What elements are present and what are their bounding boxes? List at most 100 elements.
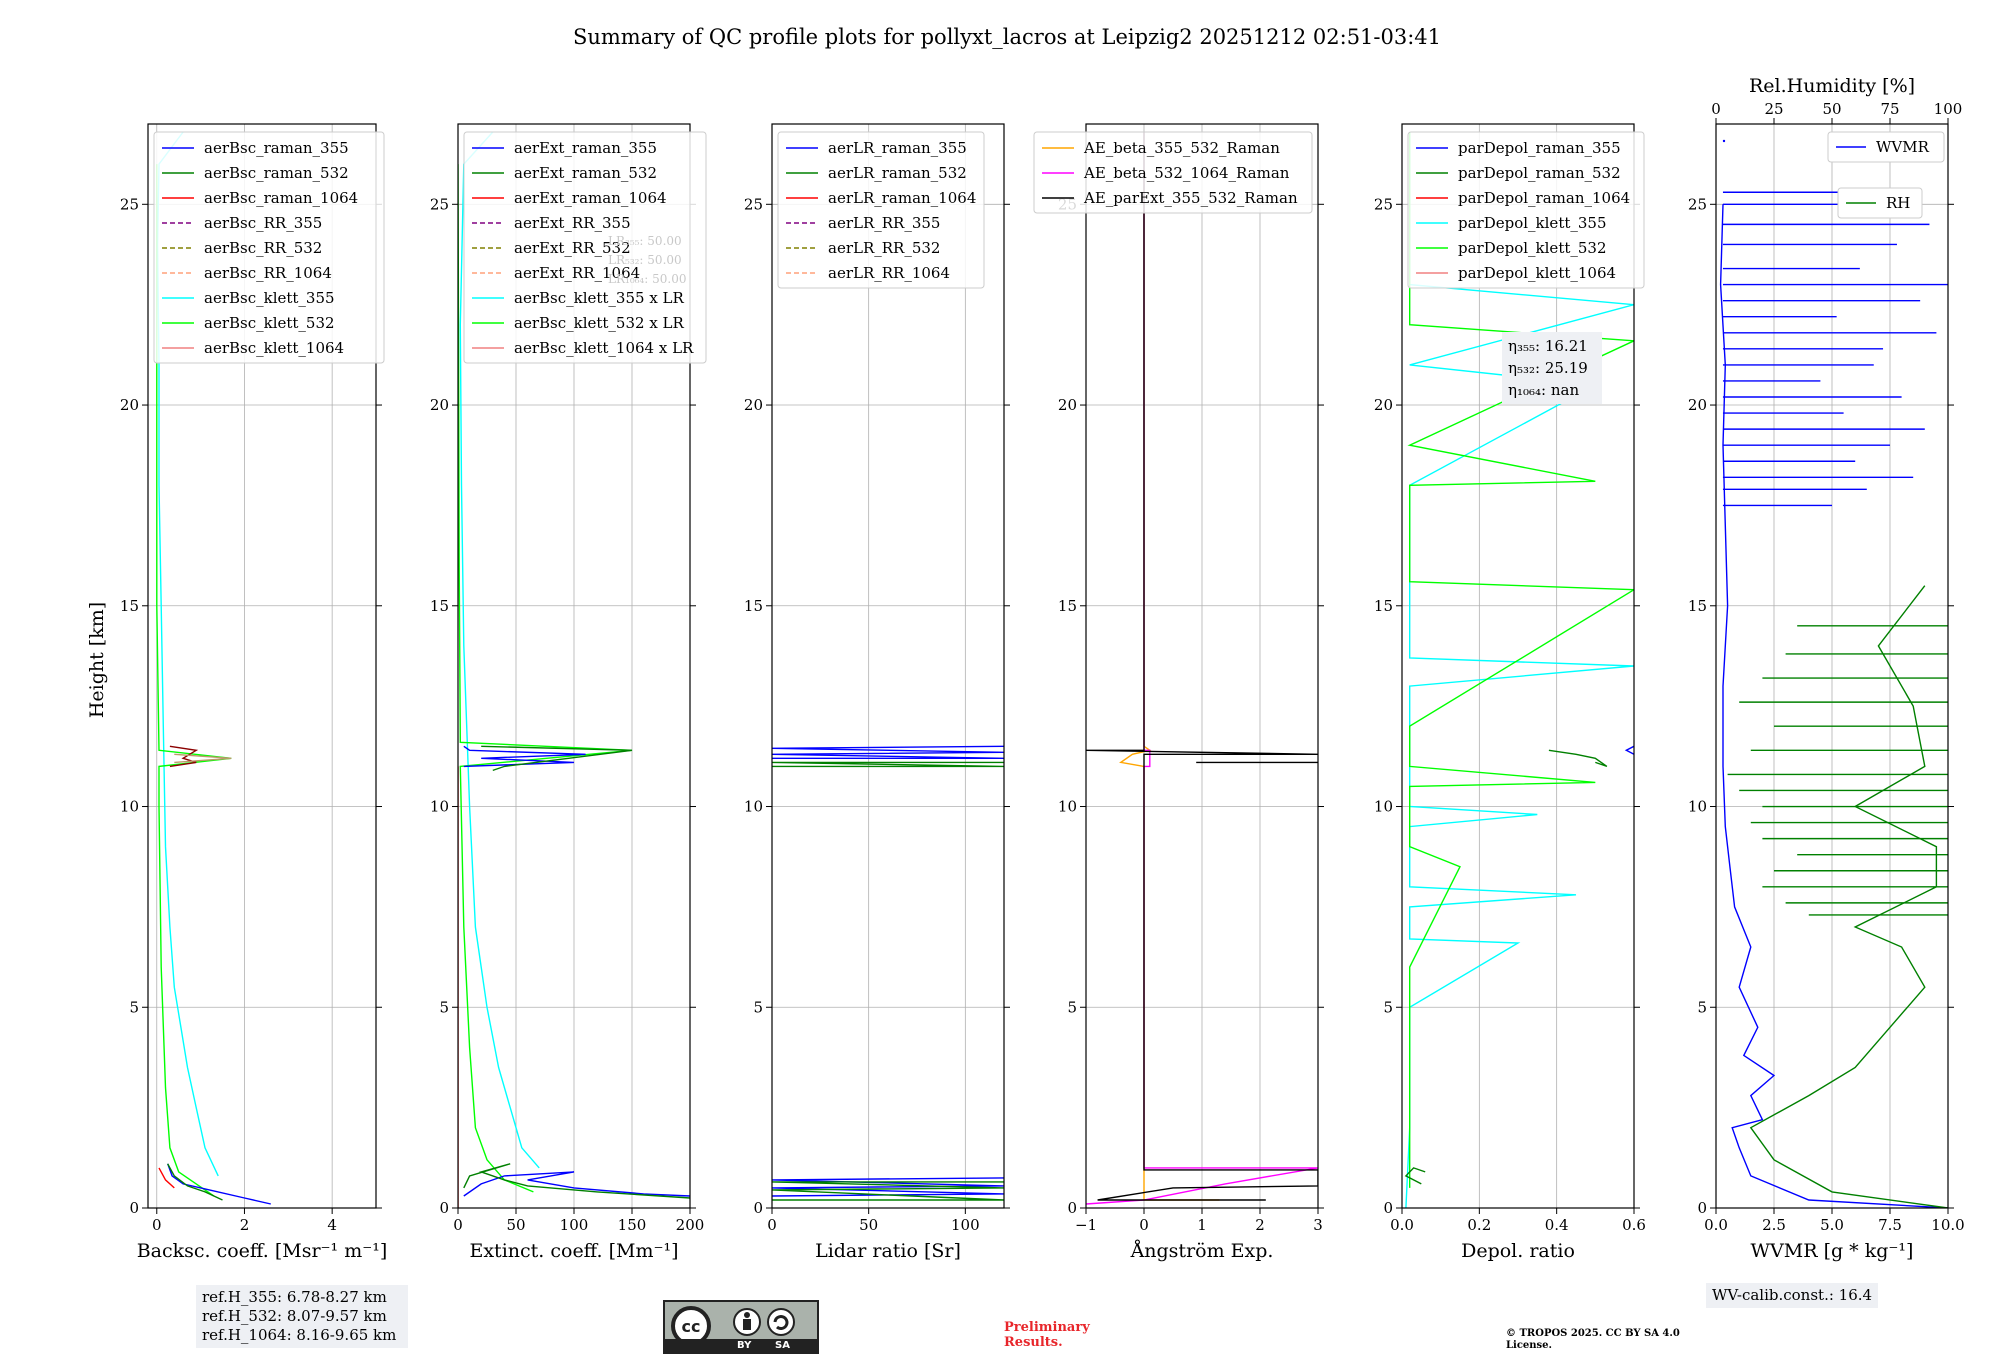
y-tick-label: 5 (129, 998, 139, 1016)
y-tick-label: 20 (744, 396, 763, 414)
y-tick-label: 15 (120, 597, 139, 615)
legend-label: aerLR_raman_532 (828, 164, 967, 182)
legend-label: aerExt_RR_532 (514, 239, 631, 257)
y-tick-label: 10 (430, 798, 449, 816)
preliminary-results-note: Preliminary Results. (1004, 1320, 1090, 1350)
series-aerLR_raman_532_cirrus (772, 761, 1004, 768)
legend-label: aerBsc_klett_355 x LR (514, 289, 685, 307)
x-tick-label: 2 (240, 1216, 250, 1234)
top-x-axis-label: Rel.Humidity [%] (1749, 75, 1915, 97)
x-tick-label: 0.6 (1622, 1216, 1646, 1234)
y-tick-label: 0 (1067, 1199, 1077, 1217)
figure-title: Summary of QC profile plots for pollyxt_… (573, 25, 1441, 49)
y-tick-label: 0 (129, 1199, 139, 1217)
series-parDepol_raman_355_cirrus (1624, 745, 1634, 755)
legend-label: aerBsc_klett_1064 (204, 339, 344, 357)
panel-lr: 0 50 100 0 5 10 15 20 25 Lidar ratio [Sr] aerLR_ra… (744, 123, 1010, 1262)
eta-box (1502, 332, 1602, 404)
series-aerLR_raman_355_cirrus (772, 745, 1004, 759)
x-tick-label: 4 (327, 1216, 337, 1234)
series-aerLR_raman_355_low (772, 1177, 1004, 1197)
x-tick-label: 0.0 (1390, 1216, 1414, 1234)
y-tick-label: 15 (1058, 597, 1077, 615)
y-tick-label: 10 (1688, 798, 1707, 816)
x-tick-label: 3 (1313, 1216, 1323, 1234)
y-tick-label: 10 (744, 798, 763, 816)
x-tick-label: 10.0 (1931, 1216, 1964, 1234)
x-axis-label: Ångström Exp. (1130, 1240, 1274, 1262)
series-aerBsc_klett_532 (156, 164, 232, 1197)
cc-sa-label: SA (775, 1340, 790, 1351)
series-aerBsc_raman_1064 (158, 1167, 175, 1189)
share-alike-icon (767, 1308, 795, 1336)
x-tick-label: 100 (560, 1216, 589, 1234)
legend-label: parDepol_raman_1064 (1458, 189, 1630, 207)
legend-label: AE_beta_355_532_Raman (1083, 139, 1280, 157)
y-tick-label: 20 (120, 396, 139, 414)
x-tick-label: 200 (676, 1216, 705, 1234)
x-tick-label: 0.4 (1545, 1216, 1569, 1234)
lr-note: LR₁₀₆₄: 50.00 (608, 272, 686, 286)
y-tick-label: 25 (120, 195, 139, 213)
axes-frame (1401, 123, 1635, 1209)
cc-license-badge: cc BY SA (663, 1300, 819, 1354)
legend-label: aerBsc_RR_532 (204, 239, 322, 257)
x-tick-label: 2.5 (1762, 1216, 1786, 1234)
legend-label: aerBsc_RR_1064 (204, 264, 332, 282)
x-axis-label: Depol. ratio (1461, 1240, 1575, 1262)
legend-label: aerLR_raman_1064 (828, 189, 976, 207)
reference-heights-box: ref.H_355: 6.78-8.27 km ref.H_532: 8.07-… (196, 1285, 408, 1348)
legend-label: aerBsc_raman_1064 (204, 189, 358, 207)
legend-label: aerLR_RR_532 (828, 239, 940, 257)
series-WVMR (1719, 204, 1948, 1208)
x-tick-label: 2 (1255, 1216, 1265, 1234)
legend-label: aerLR_RR_355 (828, 214, 940, 232)
axes-frame (771, 123, 1005, 1209)
eta-note: η₃₅₅: 16.21 (1508, 337, 1588, 355)
legend-box (463, 131, 707, 364)
y-tick-label: 10 (1374, 798, 1393, 816)
x-axis-label: Extinct. coeff. [Mm⁻¹] (469, 1240, 678, 1262)
y-tick-label: 5 (439, 998, 449, 1016)
legend-label: AE_beta_532_1064_Raman (1083, 164, 1290, 182)
series-aerLR_raman_532_low (772, 1181, 1004, 1201)
series-group (1719, 191, 1948, 1208)
y-tick-label: 15 (1374, 597, 1393, 615)
series-AE_beta_355_532_Raman (1119, 132, 1220, 1201)
top-x-tick-label: 0 (1711, 100, 1721, 118)
legend-label: WVMR (1876, 138, 1930, 156)
x-tick-label: 7.5 (1878, 1216, 1902, 1234)
legend-label: aerBsc_klett_355 (204, 289, 335, 307)
x-axis-label: Lidar ratio [Sr] (815, 1240, 961, 1262)
y-tick-label: 5 (1383, 998, 1393, 1016)
series-aerBsc_raman_532 (167, 1163, 223, 1201)
series-RH (1749, 585, 1948, 1208)
x-tick-label: 100 (951, 1216, 980, 1234)
series-group (1404, 132, 1634, 1208)
y-tick-label: 15 (744, 597, 763, 615)
series-group (458, 131, 690, 1208)
series-aerBsc_raman_355 (167, 1163, 271, 1205)
top-x-tick-label: 100 (1934, 100, 1963, 118)
legend-label: aerExt_RR_1064 (514, 264, 640, 282)
x-tick-label: 0 (152, 1216, 162, 1234)
top-x-tick-label: 75 (1880, 100, 1899, 118)
series-aerExt_raman_355_cirrus (463, 745, 586, 768)
y-tick-label: 25 (430, 195, 449, 213)
y-tick-label: 15 (1688, 597, 1707, 615)
lr-note: LR₅₃₂: 50.00 (608, 253, 682, 267)
legend-label: aerBsc_raman_355 (204, 139, 349, 157)
axes-frame (147, 123, 377, 1209)
series-aerBsc_klett_355 x LR (459, 131, 540, 1169)
lr-note: LR₃₅₅: 50.00 (608, 234, 682, 248)
series-aerBsc_cirrus_b (174, 753, 232, 764)
panel-depol: 0.0 0.2 0.4 0.6 0 5 10 15 20 25 Depol. ratio parDep… (1374, 123, 1646, 1262)
copyright-notice: © TROPOS 2025. CC BY SA 4.0 License. (1506, 1328, 1680, 1351)
top-x-tick-label: 50 (1822, 100, 1841, 118)
legend-label: aerExt_raman_532 (514, 164, 657, 182)
x-tick-label: 0 (1139, 1216, 1149, 1234)
legend-label: aerBsc_raman_532 (204, 164, 349, 182)
y-tick-label: 10 (1058, 798, 1077, 816)
legend-label: RH (1886, 194, 1910, 212)
